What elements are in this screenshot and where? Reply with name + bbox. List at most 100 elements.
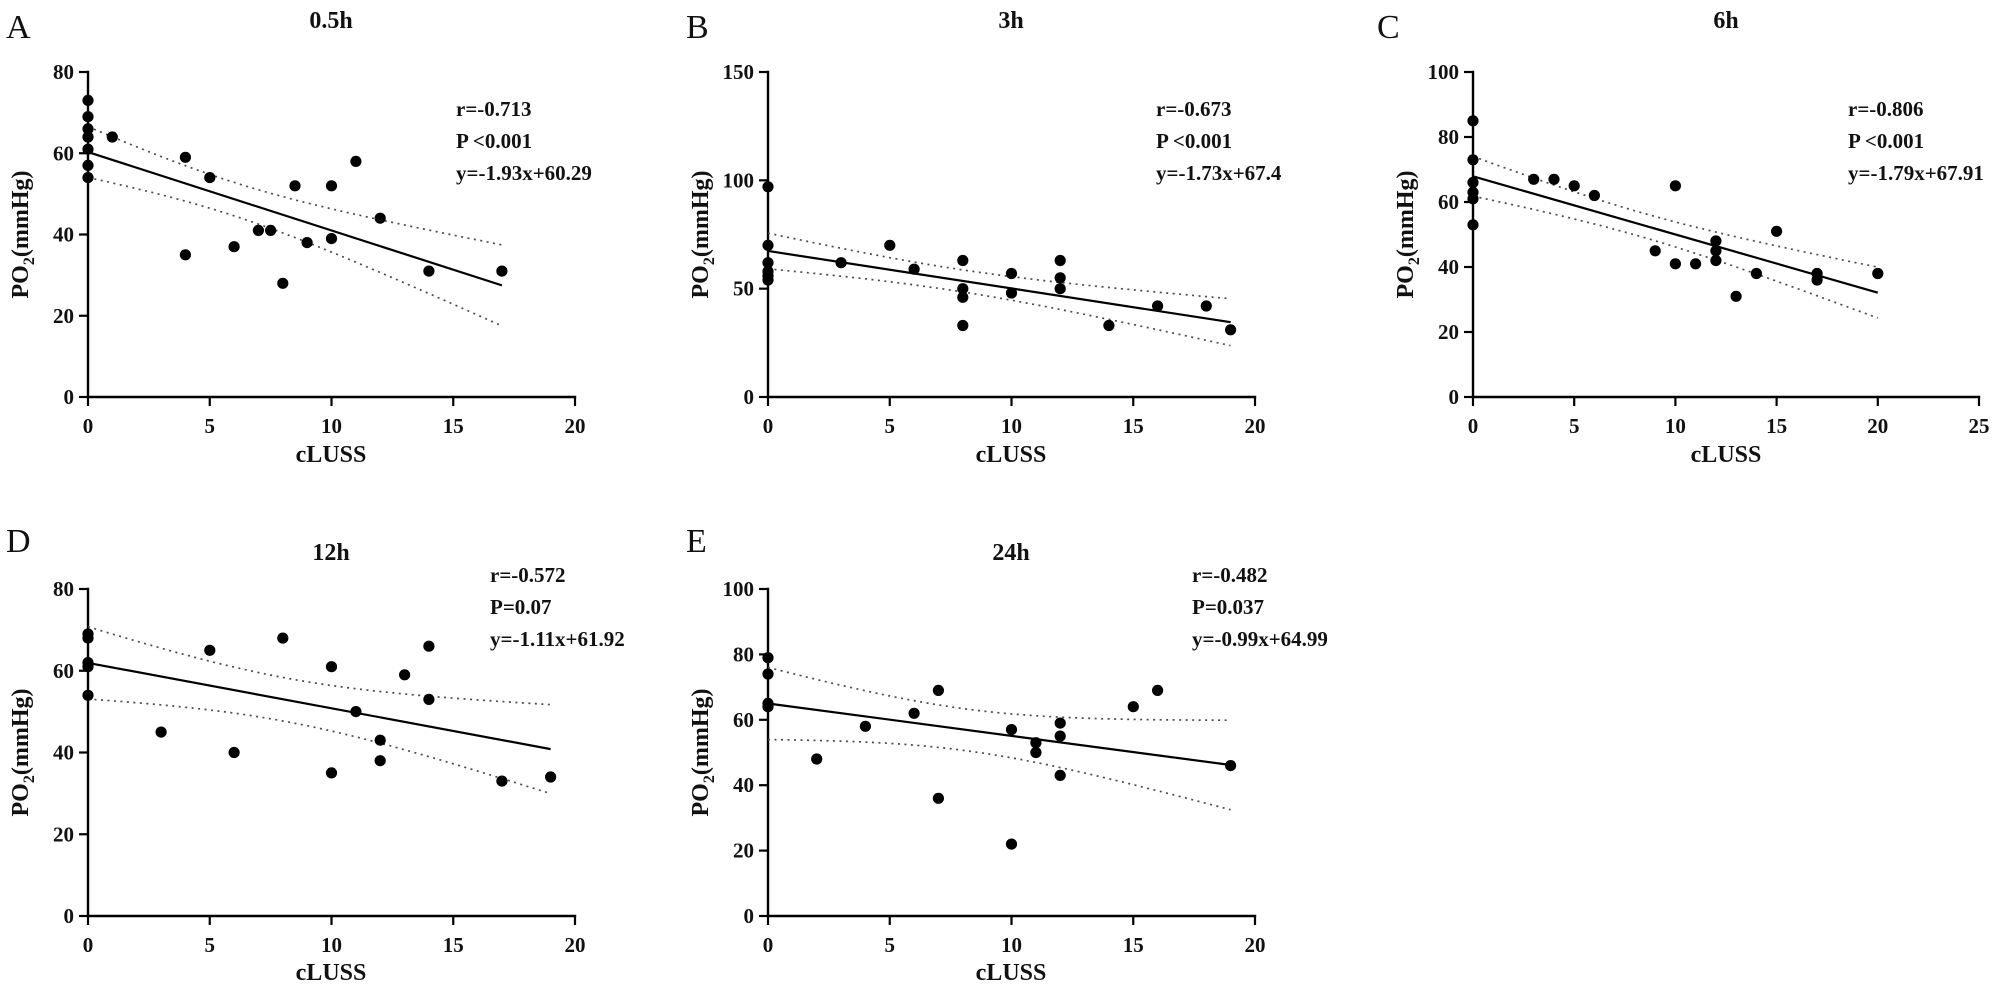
regression-line xyxy=(1472,175,1879,294)
y-tick-label: 100 xyxy=(723,577,755,601)
data-point xyxy=(325,767,338,779)
panel-letter: E xyxy=(686,523,707,560)
regression-line xyxy=(767,702,1231,767)
x-tick-label: 10 xyxy=(1665,414,1686,438)
x-tick-label: 20 xyxy=(1867,414,1888,438)
confidence-band-lower xyxy=(87,698,551,795)
y-tick-label: 60 xyxy=(733,708,754,732)
data-point xyxy=(884,239,896,251)
stat-r: r=-0.572 xyxy=(490,563,566,587)
data-point xyxy=(1548,173,1560,185)
data-point xyxy=(1568,180,1580,192)
data-point xyxy=(496,775,508,787)
data-point xyxy=(1005,287,1018,299)
stat-p: P <0.001 xyxy=(1156,129,1232,153)
x-axis-label: cLUSS xyxy=(1691,442,1762,468)
stat-r: r=-0.713 xyxy=(456,97,532,121)
panel-b: 0 5 10 15 20 0 50 100 150 PO2(mmHg) B 3h r=-0.673… xyxy=(680,0,1340,490)
data-point xyxy=(762,274,774,286)
y-tick-label: 100 xyxy=(723,168,755,192)
y-tick-label: 40 xyxy=(1438,255,1459,279)
data-point xyxy=(1200,300,1212,312)
data-point xyxy=(374,212,386,224)
data-point xyxy=(82,111,94,123)
data-point xyxy=(82,661,94,673)
y-tick-label: 20 xyxy=(1438,320,1459,344)
data-point xyxy=(82,689,94,701)
data-point xyxy=(957,283,969,295)
data-point xyxy=(228,241,240,253)
y-tick-label: 50 xyxy=(733,277,754,301)
x-tick-label: 5 xyxy=(885,414,896,438)
panel-letter: A xyxy=(6,9,31,46)
data-point xyxy=(1054,730,1066,742)
stat-equation: y=-1.79x+67.91 xyxy=(1848,161,1984,185)
x-tick-label: 10 xyxy=(1001,933,1022,957)
regression-line xyxy=(87,661,551,751)
confidence-band-lower xyxy=(767,267,1231,347)
confidence-band-upper xyxy=(767,666,1231,722)
y-tick-label: 100 xyxy=(1428,60,1460,84)
y-tick-label: 0 xyxy=(64,385,75,409)
x-tick-label: 20 xyxy=(565,414,586,438)
confidence-band-upper xyxy=(767,232,1231,300)
data-point xyxy=(957,254,969,267)
x-tick-label: 5 xyxy=(885,933,896,957)
y-axis-label: PO2(mmHg) xyxy=(688,689,718,817)
stat-equation: y=-0.99x+64.99 xyxy=(1192,627,1328,651)
data-point xyxy=(1710,245,1722,257)
x-tick-label: 0 xyxy=(763,933,774,957)
panel-title: 3h xyxy=(998,8,1023,34)
data-point xyxy=(496,265,508,277)
data-point xyxy=(932,792,944,804)
stat-r: r=-0.482 xyxy=(1192,563,1268,587)
panel-a: 0 5 10 15 20 0 20 40 60 80 PO2(mmHg) A 0.5h r=-0.7… xyxy=(0,0,660,490)
data-point xyxy=(423,265,435,277)
y-tick-label: 0 xyxy=(64,904,75,928)
data-point xyxy=(301,237,313,249)
data-point xyxy=(82,172,94,184)
data-point xyxy=(1054,254,1066,267)
data-point xyxy=(1528,173,1540,185)
data-point xyxy=(1103,319,1115,332)
data-point xyxy=(762,257,774,269)
x-tick-label: 10 xyxy=(321,414,342,438)
data-point xyxy=(1054,283,1066,295)
panel-title: 6h xyxy=(1713,8,1738,34)
x-tick-label: 20 xyxy=(565,933,586,957)
data-point xyxy=(1225,760,1237,772)
data-point xyxy=(1730,290,1742,302)
data-point xyxy=(1467,176,1479,189)
scatter-plot-0-5h: 0 5 10 15 20 0 20 40 60 80 PO2(mmHg) A 0.5h r=-0.7… xyxy=(6,8,592,468)
data-point xyxy=(374,755,386,767)
data-point xyxy=(179,249,191,261)
x-tick-label: 15 xyxy=(1123,414,1144,438)
confidence-band-lower xyxy=(1472,195,1879,319)
data-point xyxy=(423,640,435,652)
y-tick-label: 20 xyxy=(53,822,74,846)
x-tick-label: 0 xyxy=(1468,414,1479,438)
chart-layer: 0 5 10 15 20 0 20 40 60 80 100 PO2(mmHg) xyxy=(688,577,1266,957)
data-point xyxy=(1467,219,1479,231)
x-tick-label: 5 xyxy=(1569,414,1580,438)
panel-letter: C xyxy=(1377,9,1400,46)
stat-equation: y=-1.93x+60.29 xyxy=(456,161,592,185)
data-point xyxy=(204,644,216,656)
x-tick-label: 10 xyxy=(1001,414,1022,438)
data-point xyxy=(82,143,94,155)
data-point xyxy=(1750,267,1762,280)
data-point xyxy=(762,668,774,680)
data-point xyxy=(277,632,289,644)
scatter-plot-24h: 0 5 10 15 20 0 20 40 60 80 100 PO2(mmHg) E 24h r=-0… xyxy=(686,523,1328,986)
stat-p: P <0.001 xyxy=(1848,129,1924,153)
x-tick-label: 15 xyxy=(443,414,464,438)
y-tick-label: 150 xyxy=(723,60,755,84)
data-point xyxy=(762,701,774,713)
y-tick-label: 40 xyxy=(53,223,74,247)
data-point xyxy=(82,632,94,644)
data-point xyxy=(1872,267,1884,280)
y-tick-label: 0 xyxy=(744,904,755,928)
y-tick-label: 80 xyxy=(53,60,74,84)
data-point xyxy=(374,734,386,746)
data-point xyxy=(1152,684,1164,696)
